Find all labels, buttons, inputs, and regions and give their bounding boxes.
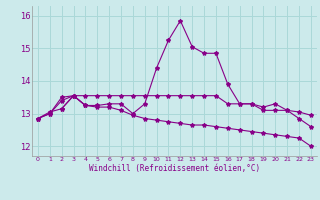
X-axis label: Windchill (Refroidissement éolien,°C): Windchill (Refroidissement éolien,°C) [89,164,260,173]
